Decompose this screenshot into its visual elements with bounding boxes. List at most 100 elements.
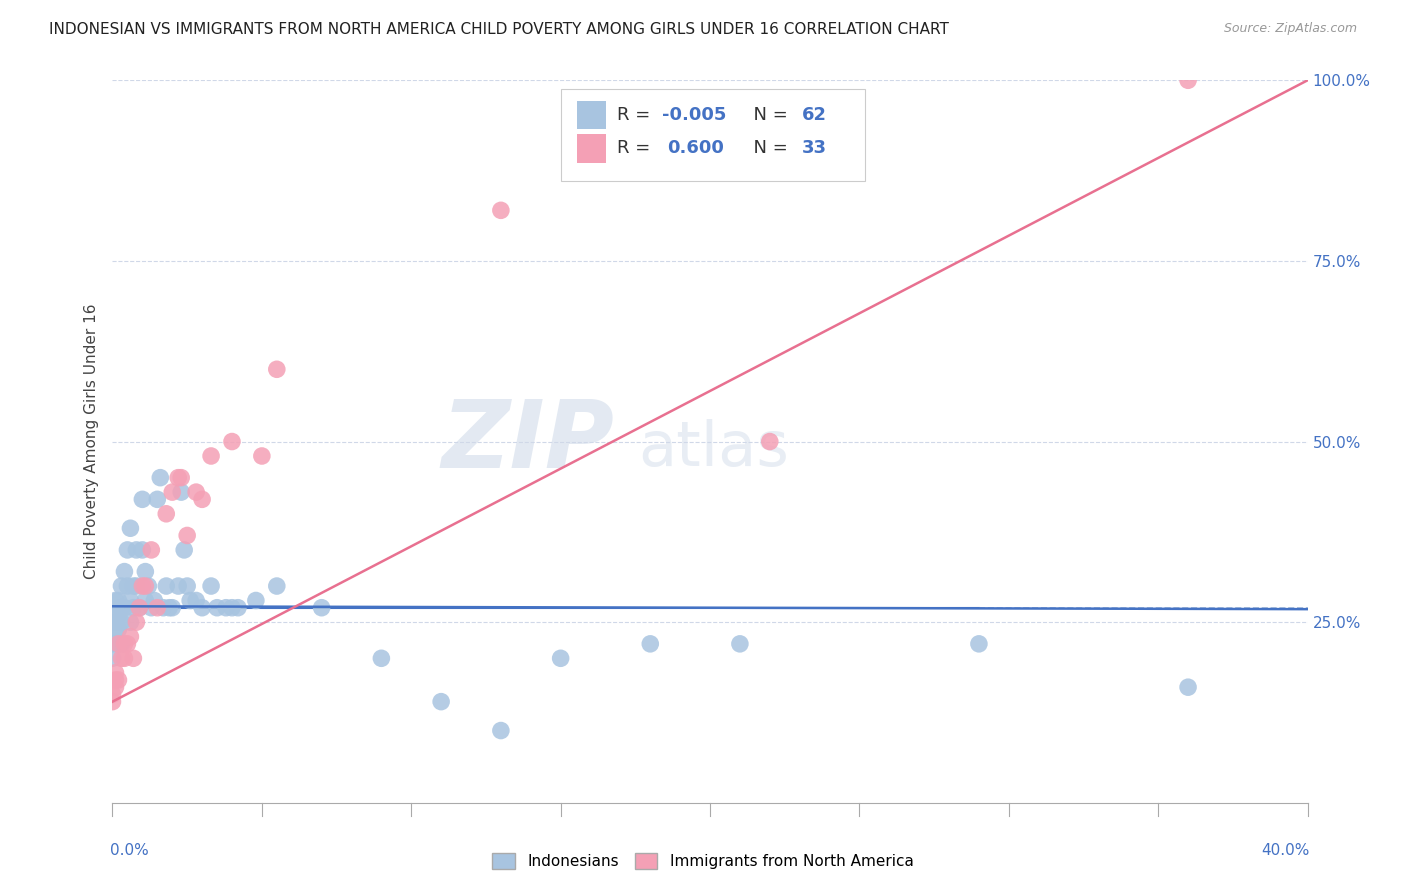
Point (107, 673, 129, 687)
Point (138, 579, 160, 593)
Point (110, 637, 132, 651)
Point (104, 615, 127, 630)
Point (107, 637, 129, 651)
Point (179, 593, 201, 607)
Point (200, 449, 222, 463)
Point (266, 362, 288, 376)
Point (221, 434, 243, 449)
Point (155, 579, 177, 593)
Point (489, 203, 512, 218)
Point (143, 593, 166, 607)
FancyBboxPatch shape (578, 134, 606, 162)
Point (104, 680, 127, 694)
Point (162, 485, 183, 500)
Point (104, 593, 127, 607)
Point (370, 651, 392, 665)
Point (101, 687, 124, 701)
Point (120, 521, 142, 535)
Point (131, 542, 153, 557)
Point (131, 579, 153, 593)
Point (173, 542, 195, 557)
Legend: Indonesians, Immigrants from North America: Indonesians, Immigrants from North Ameri… (486, 847, 920, 875)
Point (1177, 73, 1199, 87)
Point (200, 579, 222, 593)
Point (250, 449, 273, 463)
Text: N =: N = (742, 139, 794, 157)
Point (104, 623, 127, 637)
Text: 0.0%: 0.0% (110, 843, 149, 857)
Point (170, 470, 193, 484)
Point (122, 651, 145, 665)
Point (125, 579, 148, 593)
Point (114, 565, 135, 579)
Point (176, 528, 198, 542)
Point (104, 665, 127, 680)
FancyBboxPatch shape (578, 101, 606, 129)
Point (114, 600, 135, 615)
Point (120, 593, 142, 607)
Point (107, 623, 129, 637)
Point (107, 607, 129, 622)
Text: INDONESIAN VS IMMIGRANTS FROM NORTH AMERICA CHILD POVERTY AMONG GIRLS UNDER 16 C: INDONESIAN VS IMMIGRANTS FROM NORTH AMER… (49, 22, 949, 37)
Point (110, 651, 132, 665)
Point (107, 637, 129, 651)
Point (311, 600, 333, 615)
Point (101, 695, 124, 709)
Point (122, 600, 145, 615)
Point (120, 615, 142, 630)
Point (110, 600, 132, 615)
Point (146, 600, 169, 615)
Point (110, 579, 132, 593)
Point (134, 593, 156, 607)
Point (101, 637, 124, 651)
Point (117, 542, 139, 557)
Point (205, 600, 228, 615)
Point (104, 673, 127, 687)
Point (186, 485, 208, 500)
Point (759, 434, 782, 449)
Text: 33: 33 (801, 139, 827, 157)
Point (101, 651, 124, 665)
Point (155, 507, 177, 521)
Text: atlas: atlas (638, 418, 789, 479)
Point (146, 492, 169, 507)
Point (131, 492, 153, 507)
Point (176, 579, 198, 593)
Point (430, 695, 453, 709)
Point (152, 600, 174, 615)
Point (221, 600, 243, 615)
Point (141, 600, 163, 615)
Point (728, 637, 751, 651)
Point (107, 593, 129, 607)
Point (117, 637, 139, 651)
Point (167, 579, 190, 593)
Point (114, 651, 135, 665)
Text: 0.600: 0.600 (666, 139, 724, 157)
Point (489, 723, 512, 738)
Point (104, 607, 127, 622)
Point (967, 637, 990, 651)
FancyBboxPatch shape (561, 89, 866, 181)
Point (186, 593, 208, 607)
Text: ZIP: ZIP (441, 395, 614, 488)
Point (125, 615, 148, 630)
Point (128, 600, 150, 615)
Text: R =: R = (617, 139, 662, 157)
Point (191, 600, 214, 615)
Point (157, 600, 180, 615)
Point (141, 542, 163, 557)
Point (191, 492, 214, 507)
Text: Source: ZipAtlas.com: Source: ZipAtlas.com (1223, 22, 1357, 36)
Point (120, 630, 142, 644)
Point (550, 651, 572, 665)
Point (162, 600, 183, 615)
Point (266, 579, 288, 593)
Point (640, 637, 662, 651)
Point (110, 615, 132, 630)
Point (149, 470, 172, 484)
Point (117, 579, 139, 593)
Point (1177, 680, 1199, 694)
Text: R =: R = (617, 106, 655, 124)
Point (125, 542, 148, 557)
Point (215, 600, 238, 615)
